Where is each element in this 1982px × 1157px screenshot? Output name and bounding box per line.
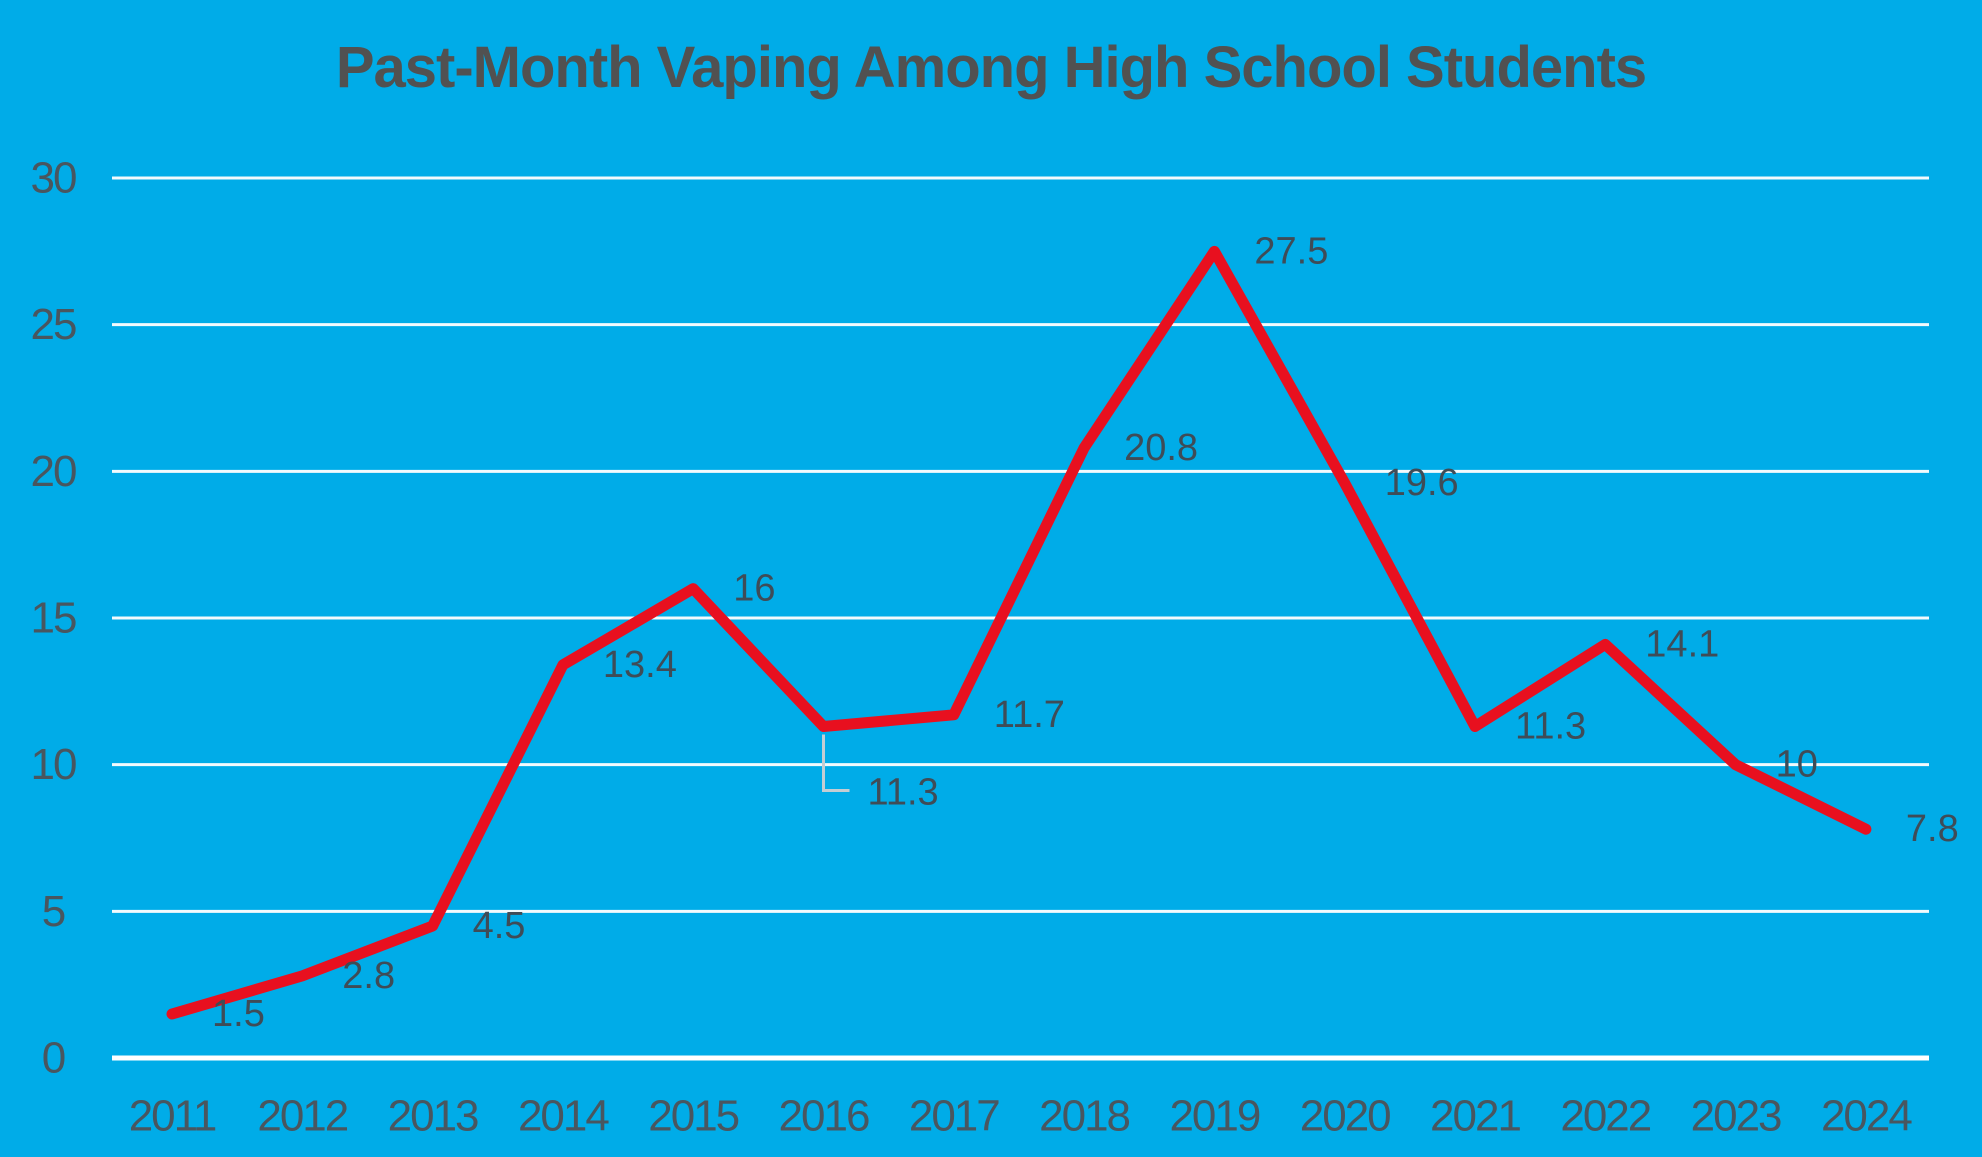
y-axis-tick-label: 25 [31, 300, 76, 349]
x-axis-category-label: 2017 [909, 1092, 999, 1141]
y-axis-tick-label: 0 [42, 1034, 65, 1083]
y-axis-tick-label: 15 [31, 594, 76, 643]
label-leader-line [822, 734, 850, 793]
x-axis-category-label: 2021 [1430, 1092, 1520, 1141]
x-axis-category-label: 2018 [1039, 1092, 1129, 1141]
data-point-label: 16 [733, 568, 775, 610]
x-axis-category-label: 2019 [1169, 1092, 1259, 1141]
data-point-label: 10 [1776, 744, 1818, 786]
x-axis-category-label: 2022 [1560, 1092, 1650, 1141]
data-point-label: 11.7 [994, 694, 1065, 736]
data-point-label: 13.4 [603, 644, 677, 686]
y-axis-tick-label: 10 [31, 740, 76, 789]
y-axis-tick-label: 30 [31, 154, 76, 203]
chart-title: Past-Month Vaping Among High School Stud… [335, 35, 1647, 100]
data-point-label: 14.1 [1645, 623, 1719, 665]
data-point-label: 11.3 [868, 772, 939, 814]
x-axis-category-label: 2016 [779, 1092, 869, 1141]
data-point-label: 20.8 [1124, 427, 1198, 469]
x-axis-category-label: 2012 [257, 1092, 347, 1141]
y-axis-tick-label: 5 [42, 887, 65, 936]
data-point-label: 27.5 [1254, 230, 1328, 272]
data-point-label: 19.6 [1385, 462, 1459, 504]
x-axis-category-label: 2011 [129, 1092, 216, 1141]
data-point-label: 2.8 [342, 955, 395, 997]
data-point-label: 4.5 [473, 905, 526, 947]
x-axis-category-label: 2013 [388, 1092, 478, 1141]
x-axis-category-label: 2023 [1691, 1092, 1781, 1141]
y-axis-tick-label: 20 [31, 447, 76, 496]
data-point-label: 11.3 [1515, 706, 1586, 748]
data-point-label: 7.8 [1906, 808, 1959, 850]
x-axis-category-label: 2014 [518, 1092, 609, 1141]
x-axis-category-label: 2020 [1300, 1092, 1390, 1141]
x-axis-category-label: 2015 [648, 1092, 738, 1141]
data-point-label: 1.5 [212, 993, 265, 1035]
x-axis-category-label: 2024 [1821, 1092, 1912, 1141]
data-line [166, 245, 1872, 1020]
